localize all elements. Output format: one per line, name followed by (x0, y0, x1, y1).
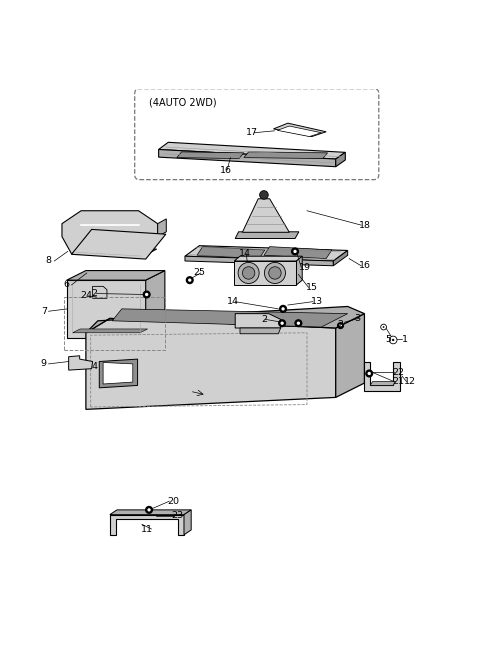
Polygon shape (72, 249, 157, 254)
Circle shape (260, 191, 268, 199)
Circle shape (281, 307, 285, 310)
Circle shape (242, 267, 255, 279)
Polygon shape (103, 363, 133, 384)
Circle shape (269, 267, 281, 279)
Circle shape (297, 321, 300, 325)
Text: (4AUTO 2WD): (4AUTO 2WD) (149, 97, 216, 108)
FancyBboxPatch shape (135, 89, 379, 180)
Circle shape (339, 324, 342, 327)
Polygon shape (146, 270, 165, 338)
Circle shape (147, 508, 151, 512)
Text: 2: 2 (337, 319, 344, 329)
Text: 16: 16 (220, 165, 232, 174)
Polygon shape (67, 270, 165, 280)
Circle shape (368, 372, 371, 375)
Polygon shape (235, 314, 281, 328)
Polygon shape (364, 361, 400, 391)
Text: 8: 8 (46, 256, 51, 266)
Polygon shape (157, 219, 166, 237)
Circle shape (392, 338, 394, 341)
Text: 3: 3 (354, 314, 360, 323)
Text: 23: 23 (172, 511, 184, 520)
Text: 18: 18 (359, 220, 371, 230)
Polygon shape (86, 306, 364, 333)
Circle shape (389, 336, 397, 344)
Polygon shape (240, 328, 281, 334)
Circle shape (337, 323, 343, 329)
Circle shape (145, 293, 148, 296)
Text: 7: 7 (41, 307, 47, 316)
Text: 2: 2 (91, 289, 97, 298)
Circle shape (383, 326, 384, 328)
Circle shape (238, 262, 259, 283)
Text: 5: 5 (385, 335, 391, 344)
Circle shape (280, 321, 284, 325)
Polygon shape (110, 510, 191, 515)
Text: 11: 11 (141, 525, 153, 533)
Polygon shape (234, 261, 297, 285)
Circle shape (366, 370, 372, 377)
Text: 4: 4 (91, 362, 97, 371)
Text: 16: 16 (359, 261, 371, 270)
Polygon shape (264, 247, 332, 258)
Polygon shape (72, 230, 166, 259)
Circle shape (188, 278, 192, 282)
Polygon shape (158, 142, 345, 159)
Polygon shape (185, 246, 348, 261)
Polygon shape (185, 256, 333, 266)
Circle shape (186, 277, 193, 283)
Circle shape (295, 320, 302, 327)
Polygon shape (333, 251, 348, 266)
Text: 15: 15 (306, 283, 318, 292)
Polygon shape (99, 359, 138, 388)
Bar (64, 297, 165, 350)
Text: 17: 17 (246, 128, 258, 137)
Polygon shape (93, 287, 107, 298)
Circle shape (264, 262, 286, 283)
Text: 1: 1 (402, 335, 408, 344)
Polygon shape (277, 126, 322, 136)
Polygon shape (67, 280, 146, 338)
Text: 14: 14 (227, 297, 239, 306)
Circle shape (280, 306, 287, 312)
Text: 24: 24 (80, 291, 92, 300)
Text: 25: 25 (193, 268, 205, 277)
Text: 14: 14 (239, 249, 251, 258)
Polygon shape (370, 382, 396, 386)
Polygon shape (112, 309, 348, 327)
Polygon shape (274, 123, 326, 136)
Text: 2: 2 (261, 315, 267, 324)
Polygon shape (158, 150, 336, 167)
Text: 21: 21 (392, 377, 404, 386)
Polygon shape (244, 152, 327, 159)
Text: 6: 6 (64, 280, 70, 289)
Polygon shape (336, 314, 364, 398)
Polygon shape (86, 318, 336, 409)
Polygon shape (184, 510, 191, 535)
Polygon shape (297, 256, 302, 285)
Text: 19: 19 (299, 262, 311, 272)
Polygon shape (235, 232, 299, 239)
Circle shape (292, 248, 299, 255)
Polygon shape (234, 256, 302, 261)
Circle shape (144, 291, 150, 298)
Text: 20: 20 (167, 497, 179, 506)
Polygon shape (177, 152, 244, 159)
Circle shape (279, 320, 286, 327)
Circle shape (381, 324, 386, 330)
Polygon shape (242, 199, 289, 232)
Text: 9: 9 (41, 359, 47, 369)
Circle shape (293, 250, 297, 253)
Text: 12: 12 (404, 377, 416, 386)
Text: 22: 22 (392, 367, 404, 377)
Polygon shape (69, 356, 93, 370)
Polygon shape (110, 515, 184, 535)
Polygon shape (197, 247, 265, 258)
Polygon shape (62, 211, 157, 254)
Text: 13: 13 (311, 297, 323, 306)
Polygon shape (72, 329, 148, 333)
Polygon shape (336, 152, 345, 167)
Circle shape (146, 506, 153, 513)
